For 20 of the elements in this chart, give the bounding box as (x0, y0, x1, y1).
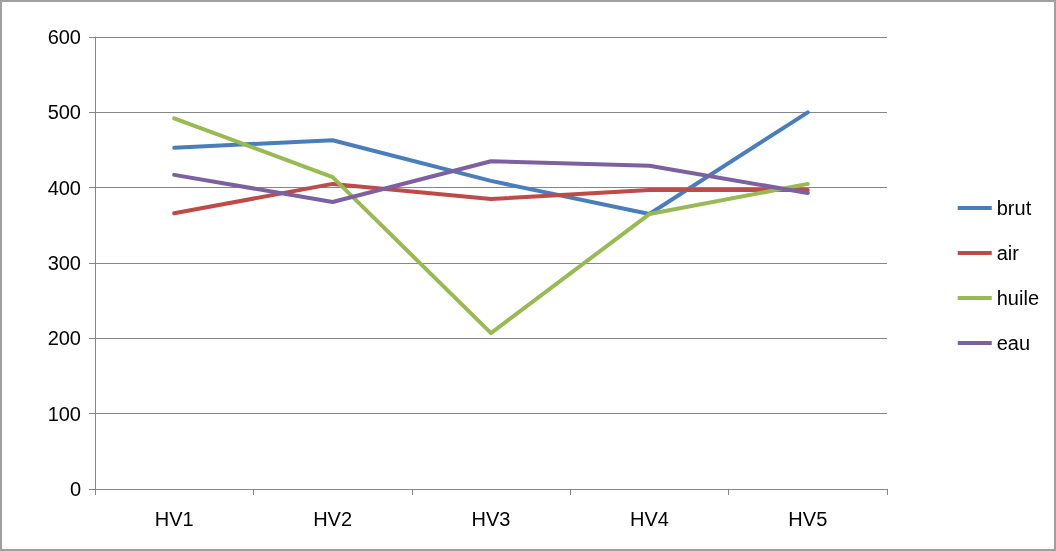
x-tick-label: HV1 (154, 508, 194, 530)
y-tick-label: 200 (47, 327, 81, 350)
x-tick-label: HV5 (788, 508, 828, 530)
line-series (172, 110, 810, 217)
x-tick-label: HV4 (629, 508, 669, 530)
legend-label: air (996, 242, 1020, 264)
line-series (172, 159, 810, 204)
y-tick-label: 300 (47, 252, 81, 274)
y-tick-label: 600 (47, 26, 81, 48)
legend-label: eau (996, 332, 1031, 354)
y-tick-label: 100 (47, 402, 81, 425)
line-series (172, 181, 810, 216)
x-tick-label: HV2 (313, 508, 353, 530)
y-tick-label: 400 (47, 176, 81, 199)
y-tick-label: 0 (69, 478, 81, 500)
line-series (172, 116, 810, 336)
y-tick-label: 500 (47, 101, 81, 124)
x-tick-label: HV3 (471, 508, 511, 530)
legend-label: brut (996, 197, 1032, 219)
legend-label: huile (996, 287, 1040, 309)
